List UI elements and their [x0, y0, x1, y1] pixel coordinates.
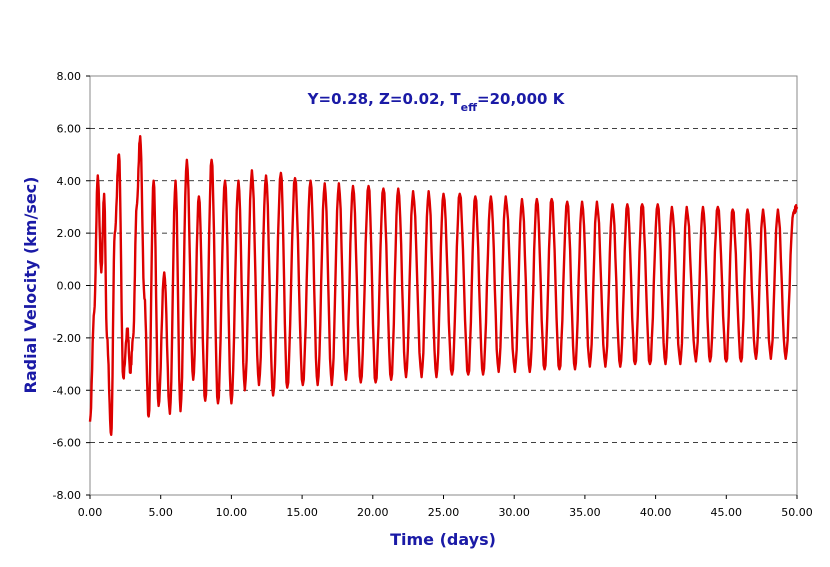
y-axis-title: Radial Velocity (km/sec)	[21, 177, 40, 394]
x-tick-label: 25.00	[428, 506, 460, 519]
x-tick-label: 20.00	[357, 506, 389, 519]
x-tick-label: 35.00	[569, 506, 601, 519]
y-tick-label: -2.00	[53, 332, 81, 345]
x-tick-label: 10.00	[216, 506, 248, 519]
y-tick-label: 0.00	[57, 280, 82, 293]
x-tick-label: 0.00	[78, 506, 103, 519]
y-tick-label: 2.00	[57, 227, 82, 240]
x-axis-ticks: 0.00 5.00 10.00 15.00 20.00 25.00 30.00 35.00 40…	[78, 495, 813, 519]
y-axis-ticks: 8.00 6.00 4.00 2.00 0.00 -2.00 -4.00 -6.00 -8.00	[53, 70, 90, 502]
chart-title: Y=0.28, Z=0.02, Teff=20,000 K	[307, 90, 566, 114]
y-tick-label: -4.00	[53, 384, 81, 397]
series-group	[88, 135, 799, 436]
x-tick-label: 40.00	[640, 506, 672, 519]
x-tick-label: 15.00	[286, 506, 318, 519]
y-tick-label: 4.00	[57, 175, 82, 188]
x-axis-title: Time (days)	[390, 530, 496, 549]
y-tick-label: 6.00	[57, 122, 82, 135]
y-tick-label: 8.00	[57, 70, 82, 83]
chart-title-subscript: eff	[461, 101, 477, 114]
y-tick-label: -6.00	[53, 437, 81, 450]
series-line	[88, 135, 799, 436]
x-tick-label: 45.00	[711, 506, 743, 519]
x-tick-label: 30.00	[498, 506, 530, 519]
x-tick-label: 50.00	[781, 506, 813, 519]
x-tick-label: 5.00	[148, 506, 173, 519]
y-tick-label: -8.00	[53, 489, 81, 502]
